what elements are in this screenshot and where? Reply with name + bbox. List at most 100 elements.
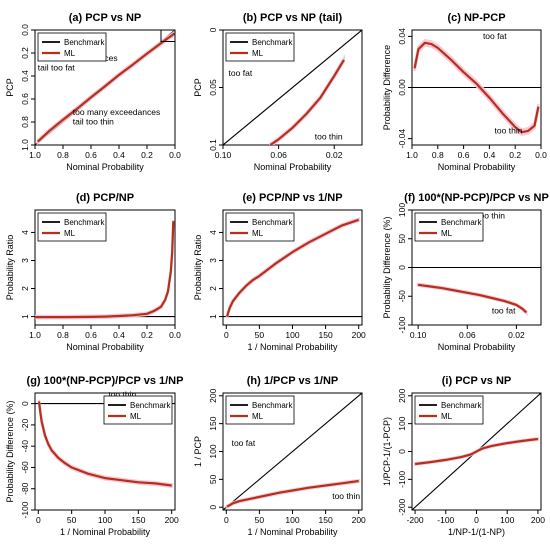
annotation-text: too fat [229,68,253,78]
chart-title: (e) PCP/NP vs 1/NP [242,192,342,204]
y-tick-label: -40 [20,440,30,453]
y-axis-label: 1 / PCP [193,436,203,467]
legend-box [414,395,484,425]
legend-label: ML [252,229,264,238]
x-tick-label: 100 [285,515,299,525]
x-tick-label: 0.10 [215,150,232,160]
annotation-text: too thin [332,491,360,501]
panel-c: (c) NP-PCP 1.0 0.8 0.6 0.4 0.2 0.0 -0.04 0.00 0.0… [382,12,547,172]
annotation-text: too thin [315,131,343,141]
plot-area [223,30,362,145]
x-tick-label: 0.0 [169,150,181,160]
x-axis-label: Nominal Probability [66,162,144,172]
ml-series-line [37,32,175,143]
y-tick-label: -100 [397,316,407,333]
annotation-text: too fat [232,438,256,448]
y-tick-label: -80 [20,482,30,495]
y-tick-label: 150 [208,416,218,430]
annotation-text: too thin [495,126,523,136]
y-tick-label: 0 [397,265,407,270]
x-tick-label: 0.2 [141,150,153,160]
legend-label: ML [441,412,453,421]
y-tick-label: 0.4 [20,70,30,82]
x-axis-label: Nominal Probability [438,342,516,352]
y-tick-label: -100 [20,501,30,518]
panel-f: (f) 100*(NP-PCP)/PCP vs NP 0.10 0.06 0.02 -1… [382,192,549,352]
x-tick-label: 0.4 [483,150,495,160]
x-tick-label: 100 [500,515,514,525]
y-axis-label: 1/PCP-1/(1-PCP) [382,417,392,486]
panel-i: (i) PCP vs NP -200 -100 0 100 200 -200 -100 0 100… [382,375,545,537]
chart-title: (i) PCP vs NP [442,375,512,387]
x-axis-label: Nominal Probability [254,162,332,172]
y-tick-label: 0 [20,401,30,406]
panel-h: (h) 1/PCP vs 1/NP 0 50 100 150 200 0 50 100 150 20… [193,375,366,537]
y-tick-label: -60 [20,461,30,474]
chart-title: (f) 100*(NP-PCP)/PCP vs NP [404,192,549,204]
y-axis-label: PCP [193,78,203,97]
plot-area [223,393,362,510]
legend-label: ML [252,412,264,421]
legend-box [225,395,295,425]
panel-e: (e) PCP/NP vs 1/NP 0 50 100 150 200 1 2 3 4 1 / No… [193,192,366,352]
legend-box [37,212,107,242]
y-axis-label: Probability Ratio [193,235,203,301]
y-axis-label: Probability Ratio [5,235,15,301]
x-tick-label: 0.0 [535,150,547,160]
legend-label: Benchmark [252,401,293,410]
y-tick-label: 0.2 [20,47,30,59]
plot-area [35,220,175,320]
x-tick-label: 50 [67,515,77,525]
x-tick-label: 150 [319,515,333,525]
x-tick-label: 0 [224,330,229,340]
y-tick-label: 0.04 [397,28,407,45]
zoom-inset-box [160,29,176,42]
panel-b: (b) PCP vs NP (tail) 0.10 0.06 0.02 0 0.05 0.1… [193,12,363,172]
annotation-text: too fat [483,31,507,41]
chart-title: (g) 100*(NP-PCP)/PCP vs 1/NP [27,375,184,387]
legend-label: Benchmark [252,38,293,47]
panel-g: (g) 100*(NP-PCP)/PCP vs 1/NP 0 50 100 150 200… [5,375,183,537]
x-tick-label: 0.8 [57,150,69,160]
annotation-text: too many exceedances [73,107,160,117]
y-tick-label: 100 [397,416,407,430]
chart-title: (b) PCP vs NP (tail) [243,12,343,24]
x-axis-label: 1/NP-1/(1-NP) [448,527,505,537]
y-tick-label: 0 [397,449,407,454]
x-tick-label: 50 [255,515,265,525]
legend-label: ML [64,229,76,238]
plot-area [412,38,541,137]
plot-frame [34,209,176,326]
y-tick-label: 0.05 [208,79,218,96]
chart-title: (d) PCP/NP [76,192,134,204]
y-tick-label: 1.0 [20,139,30,151]
legend-label: Benchmark [64,218,105,227]
ml-series-line [413,41,540,134]
ml-series-line [269,59,345,145]
x-tick-label: 150 [131,515,145,525]
legend-label: ML [441,229,453,238]
x-tick-label: -200 [407,515,424,525]
y-tick-label: 2 [208,286,218,291]
legend-label: Benchmark [130,401,171,410]
annotation-text: too fat [492,306,516,316]
legend-label: ML [130,412,142,421]
y-tick-label: 1 [20,314,30,319]
x-tick-label: 0.06 [270,150,287,160]
y-tick-label: 3 [208,258,218,263]
y-tick-label: 0.6 [20,93,30,105]
x-tick-label: 0.0 [169,330,181,340]
legend-label: ML [252,49,264,58]
y-tick-label: 4 [20,230,30,235]
y-tick-label: 50 [208,474,218,484]
y-axis-label: Probability Difference (%) [5,401,15,503]
ml-series-line [225,218,360,317]
x-tick-label: 0 [36,515,41,525]
x-tick-label: 0.02 [326,150,343,160]
x-tick-label: 0.06 [459,330,476,340]
y-tick-label: -200 [397,498,407,515]
x-axis-label: Nominal Probability [438,162,516,172]
plot-area [35,30,175,145]
